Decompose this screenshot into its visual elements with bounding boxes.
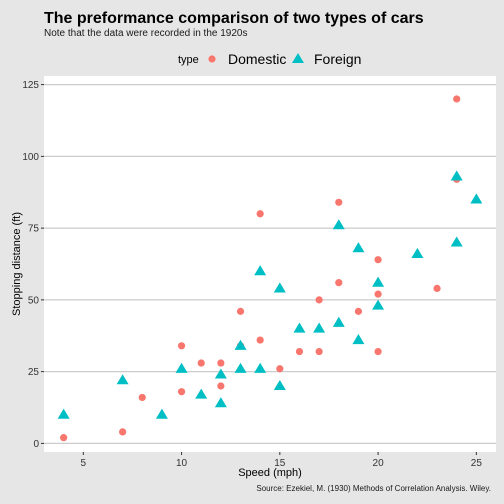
domestic-point bbox=[178, 388, 185, 395]
domestic-point bbox=[198, 359, 205, 366]
y-tick-label: 50 bbox=[28, 295, 40, 306]
legend-label: Foreign bbox=[314, 51, 361, 67]
plot-panel bbox=[44, 76, 496, 452]
domestic-point bbox=[178, 342, 185, 349]
domestic-point bbox=[237, 308, 244, 315]
y-tick-label: 75 bbox=[28, 224, 40, 235]
legend-title: type bbox=[178, 54, 199, 66]
legend-key-foreign bbox=[292, 53, 304, 63]
x-tick-label: 10 bbox=[176, 458, 188, 469]
domestic-point bbox=[276, 365, 283, 372]
legend: type Domestic Foreign bbox=[178, 51, 361, 67]
domestic-point bbox=[60, 434, 67, 441]
domestic-point bbox=[374, 291, 381, 298]
domestic-point bbox=[374, 348, 381, 355]
domestic-point bbox=[433, 285, 440, 292]
y-tick-label: 25 bbox=[28, 367, 40, 378]
x-tick-label: 5 bbox=[81, 458, 87, 469]
legend-label: Domestic bbox=[228, 51, 286, 67]
domestic-point bbox=[316, 348, 323, 355]
y-tick-label: 0 bbox=[33, 439, 39, 450]
domestic-point bbox=[296, 348, 303, 355]
domestic-point bbox=[139, 394, 146, 401]
x-tick-label: 20 bbox=[373, 458, 385, 469]
domestic-point bbox=[217, 359, 224, 366]
x-tick-label: 25 bbox=[471, 458, 483, 469]
domestic-point bbox=[335, 279, 342, 286]
domestic-point bbox=[119, 428, 126, 435]
domestic-point bbox=[217, 382, 224, 389]
legend-key-domestic bbox=[208, 55, 215, 62]
domestic-point bbox=[257, 210, 264, 217]
domestic-point bbox=[374, 256, 381, 263]
chart-caption: Source: Ezekiel, M. (1930) Methods of Co… bbox=[256, 484, 491, 493]
x-axis-label: Speed (mph) bbox=[238, 467, 302, 479]
domestic-point bbox=[453, 95, 460, 102]
y-tick-label: 100 bbox=[22, 152, 39, 163]
domestic-point bbox=[257, 336, 264, 343]
y-tick-label: 125 bbox=[22, 80, 39, 91]
domestic-point bbox=[355, 308, 362, 315]
domestic-point bbox=[335, 199, 342, 206]
y-axis-ticks: 0 25 50 75 100 125 bbox=[22, 80, 44, 450]
domestic-point bbox=[316, 296, 323, 303]
y-axis-label: Stopping distance (ft) bbox=[11, 212, 23, 316]
